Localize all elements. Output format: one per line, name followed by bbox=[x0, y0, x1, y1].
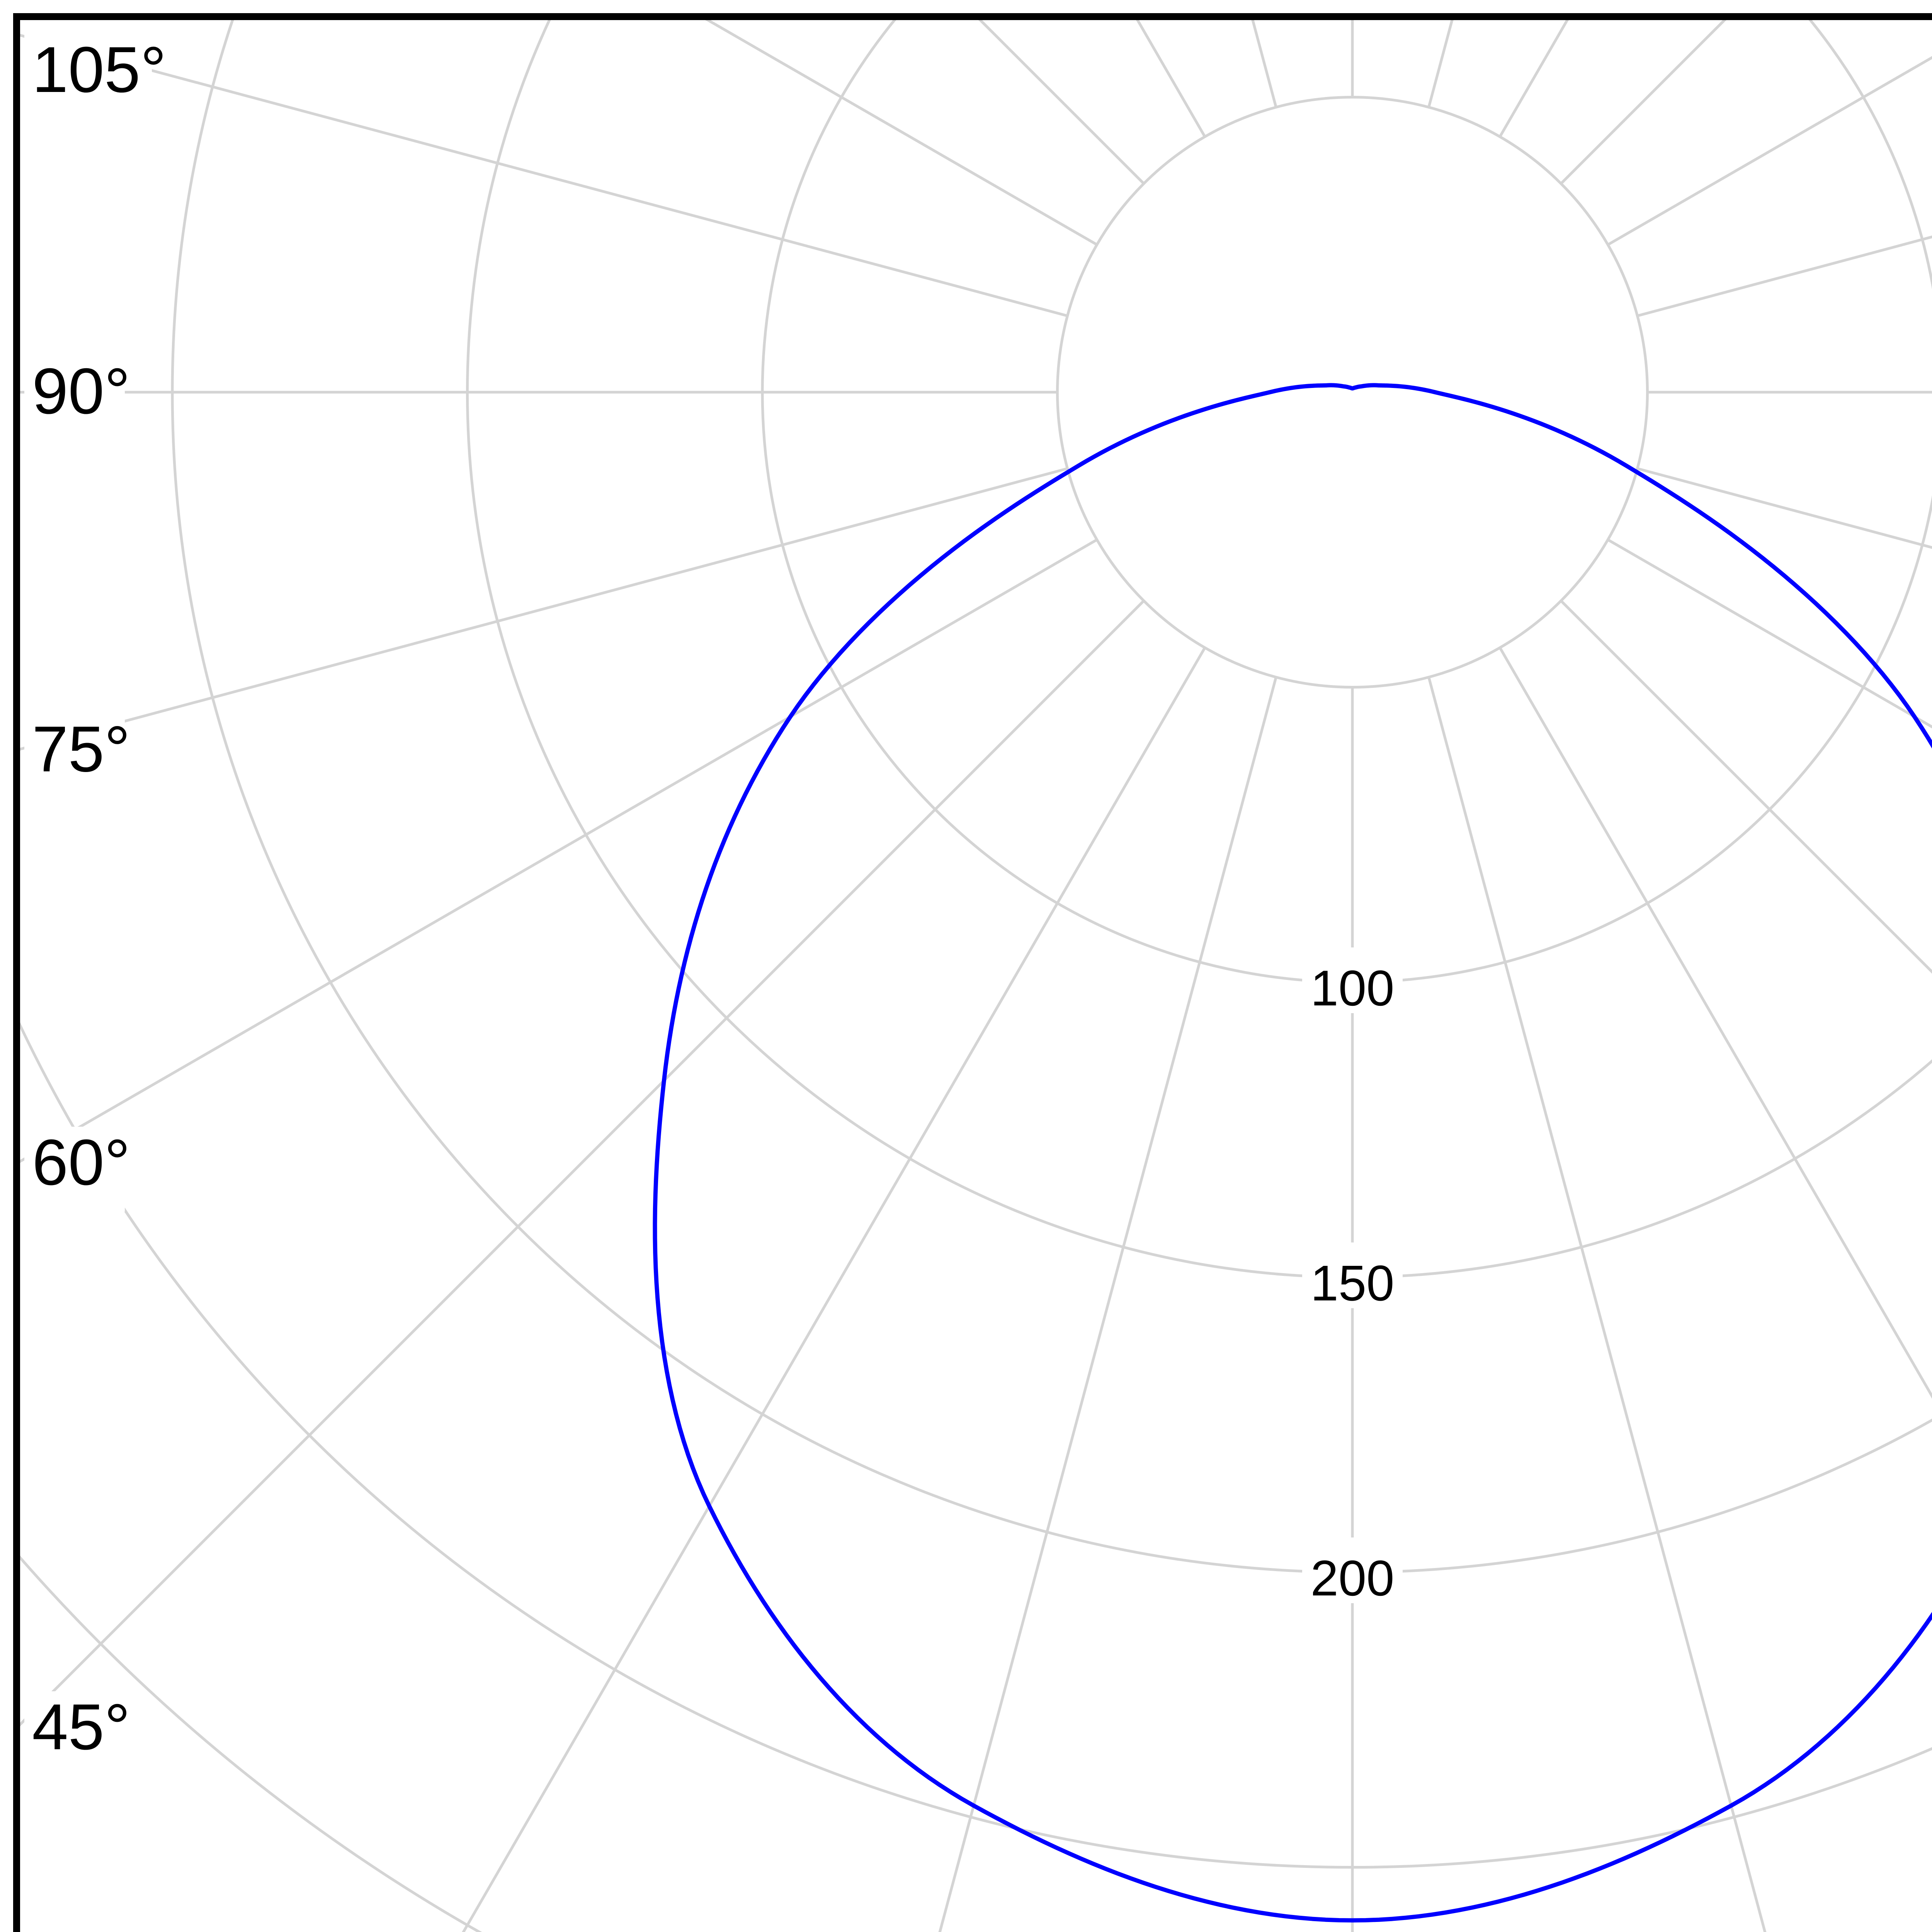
svg-text:60°: 60° bbox=[32, 1126, 130, 1199]
svg-text:90°: 90° bbox=[32, 355, 130, 427]
svg-text:200: 200 bbox=[1311, 1550, 1395, 1606]
svg-text:105°: 105° bbox=[32, 33, 166, 106]
svg-text:75°: 75° bbox=[32, 713, 130, 785]
svg-text:100: 100 bbox=[1311, 960, 1395, 1016]
svg-text:45°: 45° bbox=[32, 1690, 130, 1763]
svg-text:150: 150 bbox=[1311, 1255, 1395, 1311]
